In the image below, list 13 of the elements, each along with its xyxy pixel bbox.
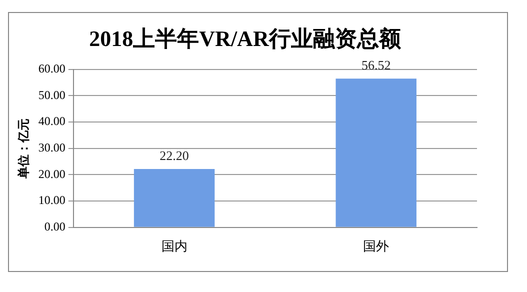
x-tick-label: 国内 [161, 240, 188, 255]
chart-title: 2018上半年VR/AR行业融资总额 [89, 26, 402, 51]
y-tick-label: 50.00 [38, 88, 66, 102]
y-tick-label: 40.00 [38, 114, 66, 128]
y-tick-label: 0.00 [44, 220, 66, 234]
y-tick-label: 30.00 [38, 140, 66, 155]
x-tick-label: 国外 [363, 240, 390, 255]
data-label: 56.52 [361, 57, 391, 72]
y-tick-label: 20.00 [38, 166, 66, 181]
y-tick-label: 60.00 [38, 62, 66, 76]
y-axis-title: 单位：亿元 [16, 118, 30, 180]
y-tick-label: 10.00 [38, 193, 66, 208]
data-label: 22.20 [160, 148, 189, 163]
